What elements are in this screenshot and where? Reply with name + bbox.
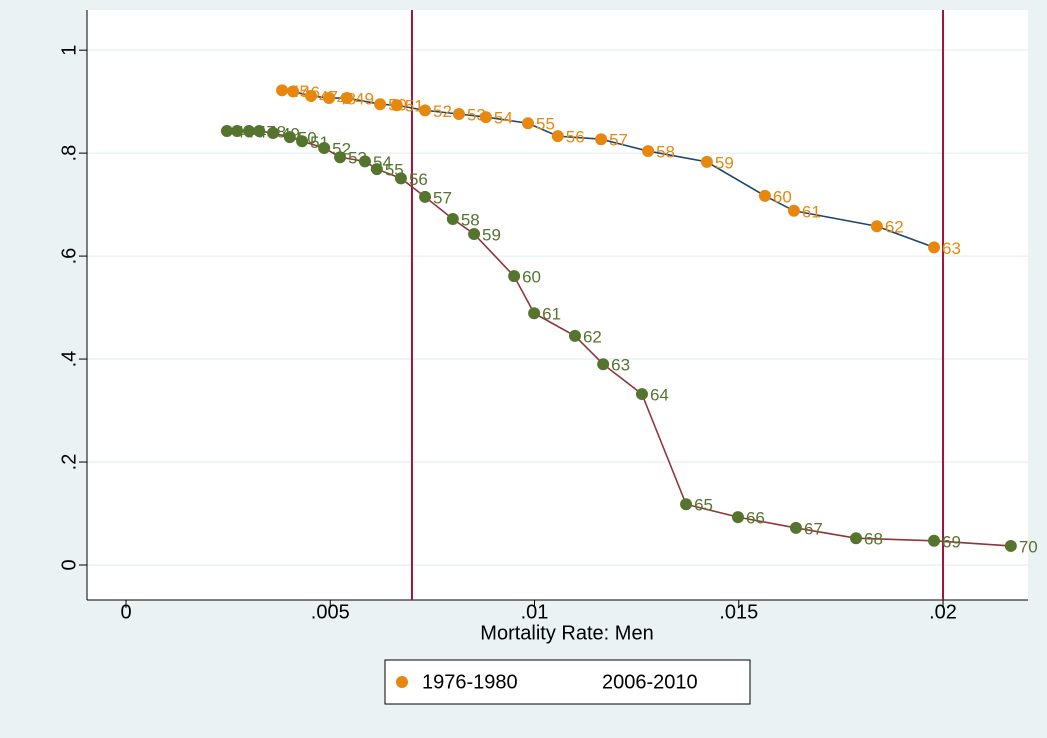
point (341, 92, 354, 105)
y-tick-label: .2 (58, 454, 80, 471)
point (468, 227, 481, 240)
point-label: 52 (433, 102, 452, 121)
y-tick-label: 1 (58, 45, 80, 56)
point (231, 124, 244, 137)
point (283, 131, 296, 144)
point (479, 111, 492, 124)
point (928, 534, 941, 547)
point (642, 145, 655, 158)
point-label: 67 (804, 519, 823, 538)
point (419, 104, 432, 117)
point (568, 329, 581, 342)
point-label: 51 (405, 97, 424, 116)
point-label: 62 (583, 327, 602, 346)
point (374, 98, 387, 111)
point (370, 163, 383, 176)
point (419, 190, 432, 203)
point (789, 521, 802, 534)
point-label: 58 (656, 143, 675, 162)
y-tick-label: .6 (58, 248, 80, 265)
point (870, 220, 883, 233)
x-tick-label: .01 (521, 601, 549, 623)
x-tick-label: .005 (311, 601, 350, 623)
point-label: 63 (611, 356, 630, 375)
point (323, 92, 336, 105)
point (1004, 539, 1017, 552)
point (635, 388, 648, 401)
point-label: 59 (715, 153, 734, 172)
point (390, 99, 403, 112)
point (595, 133, 608, 146)
point (758, 189, 771, 202)
point (287, 85, 300, 98)
point (850, 532, 863, 545)
point (528, 307, 541, 320)
point (358, 155, 371, 168)
point (318, 141, 331, 154)
point (731, 511, 744, 524)
point-label: 65 (694, 496, 713, 515)
y-tick-label: .4 (58, 351, 80, 368)
x-tick-label: .015 (719, 601, 758, 623)
point (551, 130, 564, 143)
point (305, 89, 318, 102)
point-label: 49 (355, 90, 374, 109)
point (446, 213, 459, 226)
point (452, 107, 465, 120)
legend-label: 1976-1980 (422, 671, 518, 693)
point-label: 70 (1019, 537, 1038, 556)
point-label: 60 (522, 268, 541, 287)
point-label: 57 (609, 131, 628, 150)
point (680, 498, 693, 511)
point (508, 270, 521, 283)
point (276, 84, 289, 97)
point (928, 241, 941, 254)
point (220, 124, 233, 137)
point-label: 66 (746, 509, 765, 528)
x-tick-label: 0 (120, 601, 131, 623)
point (521, 117, 534, 130)
point (242, 124, 255, 137)
point-label: 61 (542, 305, 561, 324)
point-label: 58 (461, 211, 480, 230)
point (334, 151, 347, 164)
point (394, 172, 407, 185)
point-label: 60 (773, 187, 792, 206)
point (787, 204, 800, 217)
x-axis-title: Mortality Rate: Men (480, 622, 653, 644)
legend-label: 2006-2010 (602, 671, 698, 693)
point (267, 127, 280, 140)
point (597, 358, 610, 371)
y-tick-label: 0 (58, 559, 80, 570)
point-label: 63 (942, 239, 961, 258)
point-label: 56 (566, 128, 585, 147)
point-label: 68 (864, 530, 883, 549)
point-label: 61 (802, 202, 821, 221)
point-label: 55 (536, 115, 555, 134)
legend-marker (396, 676, 408, 688)
point (253, 124, 266, 137)
point-label: 62 (885, 218, 904, 237)
point-label: 69 (942, 532, 961, 551)
y-tick-label: .8 (58, 145, 80, 162)
plot-region (87, 10, 1028, 600)
point-label: 64 (650, 386, 669, 405)
legend-box (384, 659, 751, 705)
point-label: 54 (494, 109, 513, 128)
point-label: 56 (409, 170, 428, 189)
x-tick-label: .02 (929, 601, 957, 623)
point (296, 135, 309, 148)
point (700, 155, 713, 168)
point-label: 59 (482, 225, 501, 244)
point-label: 57 (433, 188, 452, 207)
